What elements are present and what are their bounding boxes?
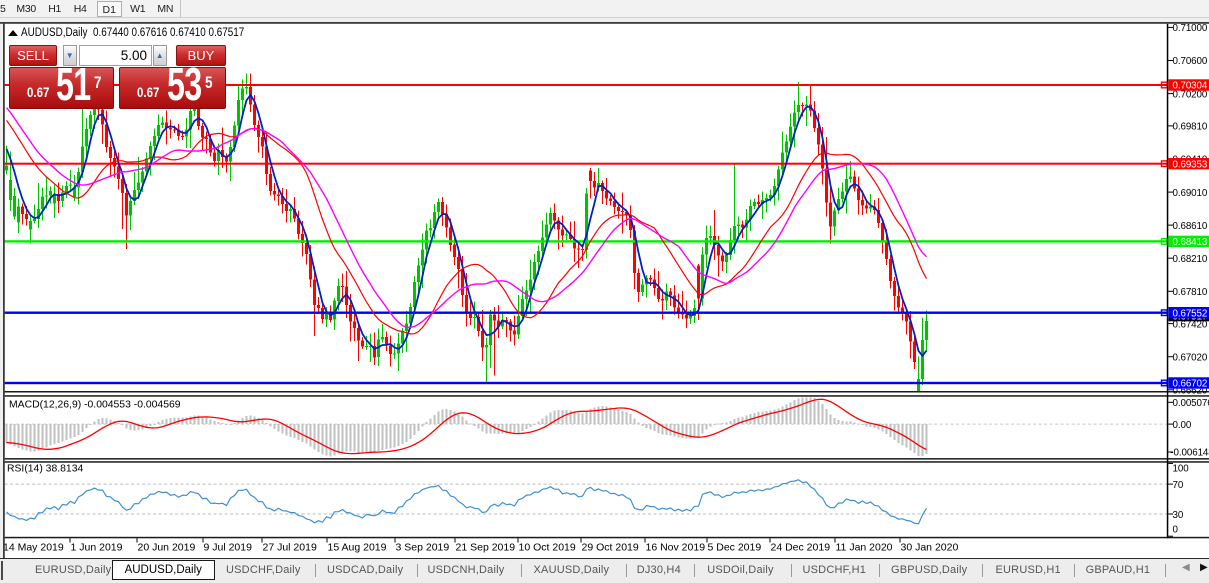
svg-text:21 Sep 2019: 21 Sep 2019 [456, 542, 516, 554]
svg-text:15 Aug 2019: 15 Aug 2019 [328, 542, 387, 554]
svg-text:0: 0 [1173, 524, 1179, 535]
svg-text:0.67810: 0.67810 [1173, 287, 1208, 298]
svg-text:30 Jan 2020: 30 Jan 2020 [901, 542, 959, 554]
svg-text:16 Nov 2019: 16 Nov 2019 [646, 542, 706, 554]
svg-text:9 Jul 2019: 9 Jul 2019 [204, 542, 253, 554]
svg-text:0.69010: 0.69010 [1173, 188, 1208, 199]
svg-text:11 Jan 2020: 11 Jan 2020 [836, 542, 893, 554]
svg-text:0.66620: 0.66620 [1173, 386, 1208, 397]
svg-text:0.00: 0.00 [1173, 420, 1192, 431]
svg-text:30: 30 [1173, 510, 1184, 521]
svg-text:0.68610: 0.68610 [1173, 221, 1208, 232]
svg-text:3 Sep 2019: 3 Sep 2019 [396, 542, 450, 554]
svg-text:MACD(12,26,9) -0.004553 -0.004: MACD(12,26,9) -0.004553 -0.004569 [9, 400, 181, 411]
svg-text:0.70200: 0.70200 [1173, 89, 1208, 100]
svg-text:70: 70 [1173, 480, 1184, 491]
svg-text:0.69810: 0.69810 [1173, 122, 1208, 133]
svg-text:29 Oct 2019: 29 Oct 2019 [582, 542, 639, 554]
svg-text:24 Dec 2019: 24 Dec 2019 [771, 542, 831, 554]
svg-text:20 Jun 2019: 20 Jun 2019 [138, 542, 196, 554]
svg-text:0.67420: 0.67420 [1173, 319, 1208, 330]
svg-text:14 May 2019: 14 May 2019 [3, 542, 64, 554]
svg-text:0.68413: 0.68413 [1173, 237, 1208, 248]
svg-text:0.67020: 0.67020 [1173, 352, 1208, 363]
svg-text:0.70600: 0.70600 [1173, 56, 1208, 67]
svg-text:0.67552: 0.67552 [1173, 308, 1208, 319]
svg-text:27 Jul 2019: 27 Jul 2019 [263, 542, 317, 554]
svg-text:1 Jun 2019: 1 Jun 2019 [71, 542, 123, 554]
svg-text:0.66702: 0.66702 [1173, 379, 1208, 390]
svg-text:-0.006148: -0.006148 [1170, 448, 1209, 459]
svg-text:0.005076: 0.005076 [1173, 398, 1209, 409]
svg-text:0.71000: 0.71000 [1173, 23, 1208, 34]
svg-text:10 Oct 2019: 10 Oct 2019 [519, 542, 576, 554]
svg-text:0.69353: 0.69353 [1173, 159, 1208, 170]
svg-text:0.68210: 0.68210 [1173, 254, 1208, 265]
svg-text:RSI(14) 38.8134: RSI(14) 38.8134 [7, 464, 83, 475]
svg-text:0.70304: 0.70304 [1173, 81, 1208, 92]
svg-text:100: 100 [1173, 463, 1190, 474]
svg-text:5 Dec 2019: 5 Dec 2019 [708, 542, 762, 554]
